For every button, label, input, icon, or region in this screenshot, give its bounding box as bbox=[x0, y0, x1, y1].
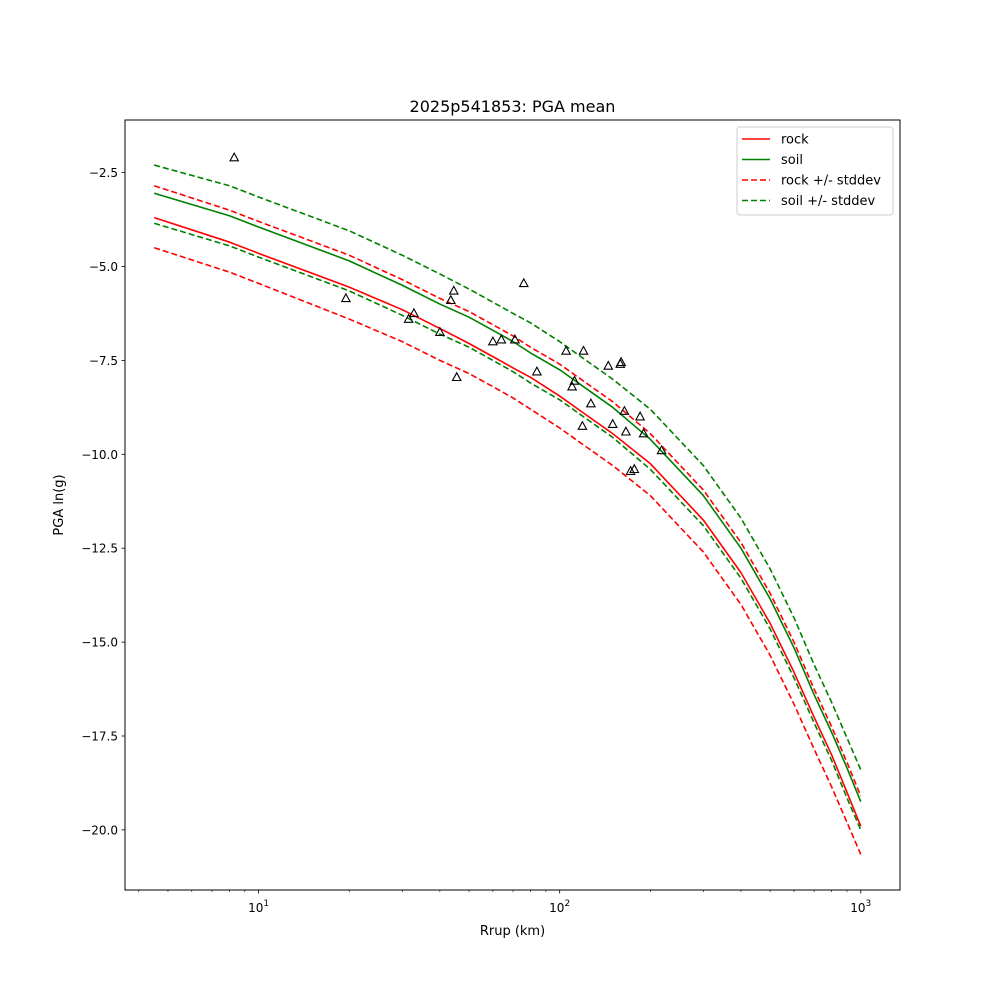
y-tick-label: −17.5 bbox=[81, 730, 118, 744]
series-line-4 bbox=[153, 246, 862, 855]
observation-point bbox=[531, 366, 543, 376]
observation-point bbox=[403, 313, 414, 323]
observation-point bbox=[229, 151, 240, 162]
observation-point bbox=[634, 411, 646, 421]
series-line-2 bbox=[153, 192, 862, 803]
x-axis-label: Rrup (km) bbox=[480, 924, 545, 939]
legend-label: soil bbox=[781, 153, 803, 168]
observation-point bbox=[577, 420, 588, 430]
observation-point bbox=[560, 345, 572, 355]
legend-label: soil +/- stddev bbox=[781, 194, 876, 209]
series-line-1 bbox=[153, 216, 862, 827]
observation-point bbox=[585, 397, 597, 408]
legend: rock soil rock +/- stddev soil +/- stddev bbox=[736, 126, 894, 216]
observation-point bbox=[509, 334, 521, 344]
observation-point bbox=[451, 371, 462, 382]
observations-layer bbox=[229, 151, 667, 475]
observation-point bbox=[629, 463, 640, 474]
observation-point bbox=[638, 427, 649, 438]
observation-point bbox=[518, 277, 529, 288]
series-line-5 bbox=[153, 164, 862, 771]
observation-point bbox=[607, 418, 618, 428]
observation-point bbox=[448, 285, 459, 295]
observation-point bbox=[619, 405, 630, 415]
observation-point bbox=[340, 292, 352, 303]
observation-point bbox=[615, 356, 627, 367]
y-tick-label: −5.0 bbox=[89, 260, 118, 274]
series-layer bbox=[153, 164, 862, 855]
legend-label: rock +/- stddev bbox=[781, 174, 881, 189]
observation-point bbox=[408, 307, 420, 318]
y-tick-label: −2.5 bbox=[89, 166, 118, 180]
observation-point bbox=[566, 381, 578, 391]
y-tick-label: −12.5 bbox=[81, 542, 118, 556]
observation-point bbox=[603, 360, 614, 370]
y-axis: −2.5 −5.0 −7.5 −10.0 −12.5 −15.0 −17.5 −20.0 bbox=[81, 166, 125, 837]
observation-point bbox=[434, 326, 446, 336]
y-axis-label: PGA ln(g) bbox=[52, 474, 67, 535]
observation-point bbox=[625, 465, 636, 475]
plot-frame bbox=[124, 119, 901, 891]
y-tick-label: −7.5 bbox=[89, 354, 118, 368]
observation-point bbox=[487, 335, 499, 346]
chart-title: 2025p541853: PGA mean bbox=[410, 97, 616, 116]
legend-label: rock bbox=[781, 133, 809, 148]
y-tick-label: −10.0 bbox=[81, 448, 118, 462]
observation-point bbox=[656, 444, 667, 455]
observation-point bbox=[445, 294, 456, 305]
observation-point bbox=[496, 334, 507, 344]
y-tick-label: −15.0 bbox=[81, 636, 118, 650]
series-line-6 bbox=[153, 222, 862, 831]
x-tick-label: 103 bbox=[850, 899, 871, 915]
observation-point bbox=[569, 375, 580, 385]
legend-box bbox=[736, 126, 894, 216]
series-line-3 bbox=[153, 184, 862, 797]
observation-point bbox=[578, 345, 589, 355]
x-tick-label: 102 bbox=[549, 899, 570, 915]
y-tick-label: −20.0 bbox=[81, 823, 118, 837]
observation-point bbox=[620, 426, 632, 436]
x-tick-label: 101 bbox=[248, 899, 269, 915]
x-axis: 101 102 103 bbox=[138, 890, 871, 915]
